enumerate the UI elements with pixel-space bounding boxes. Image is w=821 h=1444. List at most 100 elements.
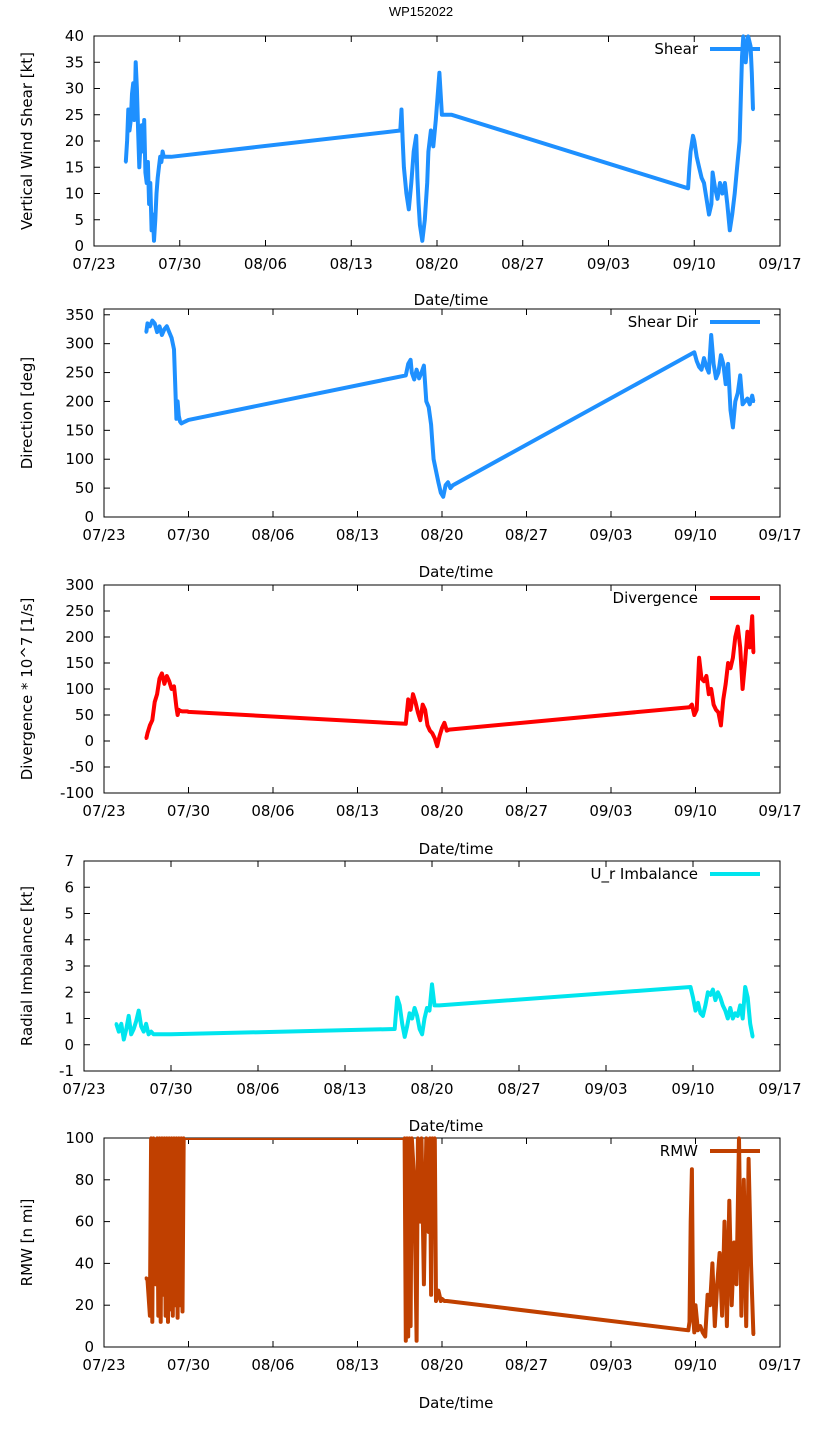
- series-line-rmw: [144, 1138, 756, 1343]
- data-point: [701, 1014, 705, 1018]
- data-point: [718, 1251, 722, 1255]
- series-line-shear: [123, 36, 755, 243]
- x-tick-label: 07/23: [62, 1080, 105, 1098]
- data-point: [156, 1314, 160, 1318]
- x-tick-label: 09/03: [589, 1356, 632, 1374]
- data-point: [699, 677, 704, 681]
- y-tick-label: 300: [65, 335, 94, 353]
- y-tick-label: 250: [65, 602, 94, 620]
- data-point: [715, 1282, 719, 1286]
- data-point: [735, 165, 739, 169]
- data-point: [407, 1136, 412, 1140]
- data-point: [157, 324, 162, 328]
- data-point: [430, 982, 434, 986]
- data-point: [157, 1136, 162, 1140]
- data-point: [728, 666, 733, 670]
- data-point: [144, 1022, 148, 1026]
- data-point: [425, 181, 429, 185]
- data-point: [186, 710, 191, 714]
- y-tick-label: 0: [84, 508, 94, 526]
- data-point: [415, 1014, 419, 1018]
- x-tick-label: 08/27: [505, 1356, 548, 1374]
- data-point: [692, 139, 696, 143]
- data-point: [716, 990, 720, 994]
- data-point: [697, 365, 701, 369]
- y-tick-label: 200: [65, 628, 94, 646]
- data-point: [696, 1001, 700, 1005]
- data-point: [170, 687, 174, 691]
- y-tick-label: 7: [64, 852, 74, 870]
- data-point: [172, 684, 176, 689]
- x-tick-label: 09/17: [758, 526, 801, 544]
- data-point: [689, 1220, 693, 1224]
- data-point: [429, 422, 433, 427]
- data-point: [172, 1136, 176, 1140]
- x-axis-label: Date/time: [409, 1117, 484, 1135]
- data-point: [406, 362, 410, 366]
- data-point: [751, 1035, 755, 1039]
- data-point: [430, 440, 434, 444]
- y-tick-label: -50: [70, 758, 95, 776]
- x-tick-label: 09/03: [589, 526, 632, 544]
- data-point: [731, 425, 735, 430]
- data-point: [158, 155, 162, 159]
- data-point: [434, 469, 438, 473]
- data-point: [707, 692, 711, 696]
- data-point: [176, 713, 180, 717]
- data-point: [155, 692, 159, 696]
- data-point: [404, 373, 408, 378]
- data-point: [733, 1011, 737, 1015]
- y-tick-label: 0: [84, 1338, 94, 1356]
- data-point: [165, 324, 169, 328]
- data-point: [436, 1288, 440, 1293]
- plot-frame: [93, 35, 781, 247]
- y-tick-label: 40: [75, 1254, 94, 1272]
- data-point: [724, 682, 728, 686]
- x-tick-label: 09/10: [671, 1080, 714, 1098]
- data-point: [712, 703, 716, 707]
- data-point: [744, 60, 748, 64]
- data-point: [138, 139, 143, 143]
- panel-divergence: -100 -50 0 50 100 150 200 250 300 07/23 07/30 08/06…: [18, 576, 802, 858]
- data-point: [426, 149, 431, 154]
- data-point: [153, 218, 157, 222]
- data-point: [141, 149, 145, 154]
- series-line-divergence: [144, 614, 756, 749]
- data-point: [692, 1330, 696, 1334]
- y-tick-label: 6: [64, 878, 74, 896]
- data-point: [154, 1282, 158, 1286]
- data-point: [728, 228, 732, 232]
- data-point: [720, 191, 725, 196]
- data-point: [703, 1003, 708, 1007]
- data-point: [732, 1240, 736, 1245]
- data-point: [434, 1299, 438, 1303]
- data-point: [747, 1157, 751, 1161]
- data-point: [726, 661, 730, 665]
- data-point: [740, 402, 745, 406]
- y-tick-label: 10: [65, 185, 84, 203]
- data-point: [395, 995, 399, 1000]
- data-point: [713, 186, 717, 190]
- x-tick-label: 08/27: [501, 255, 544, 273]
- data-point: [739, 1314, 743, 1318]
- data-point: [114, 1022, 118, 1026]
- legend-label: Shear Dir: [628, 313, 699, 331]
- data-point: [127, 1014, 131, 1018]
- x-tick-label: 09/03: [587, 255, 630, 273]
- data-point: [696, 1328, 700, 1332]
- data-point: [150, 718, 154, 722]
- data-point: [136, 128, 140, 133]
- y-tick-label: 150: [65, 421, 94, 439]
- data-point: [701, 1330, 705, 1334]
- y-tick-label: 4: [64, 931, 74, 949]
- data-point: [155, 330, 159, 334]
- data-point: [151, 1136, 156, 1140]
- data-point: [134, 60, 138, 64]
- data-point: [134, 1019, 138, 1023]
- panel-shear_dir: 0 50 100 150 200 250 300 350 07/23 07/30 08/06 08/1…: [18, 306, 802, 581]
- data-point: [419, 370, 424, 375]
- y-tick-label: 25: [65, 106, 84, 124]
- x-tick-label: 08/20: [415, 255, 458, 273]
- data-point: [167, 679, 171, 683]
- data-point: [740, 687, 745, 691]
